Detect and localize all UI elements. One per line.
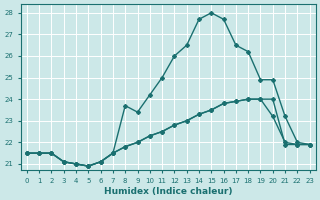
X-axis label: Humidex (Indice chaleur): Humidex (Indice chaleur): [104, 187, 233, 196]
